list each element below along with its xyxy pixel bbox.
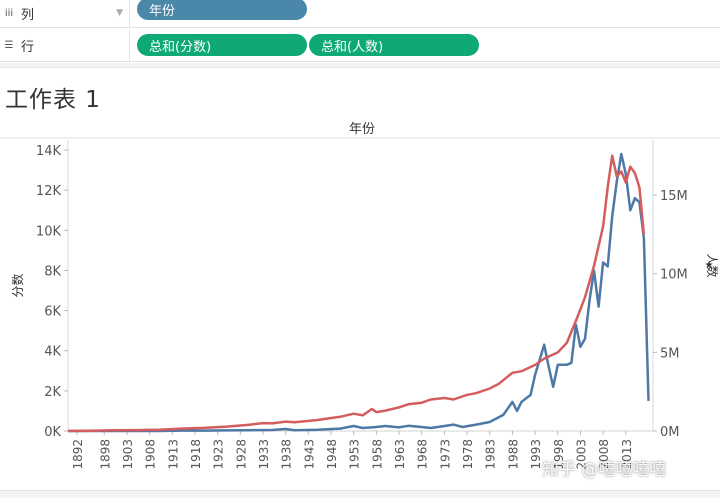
y-left-axis-title: 分数 — [10, 273, 25, 297]
y-left-tick-label: 4K — [44, 345, 61, 360]
y-right-tick-label: 15M — [660, 189, 688, 204]
divider — [0, 63, 720, 68]
x-tick-label: 2008 — [597, 439, 611, 470]
pill-sum-people[interactable]: 总和(人数) — [309, 34, 479, 56]
y-right-axis-title: 人数 — [705, 253, 720, 277]
x-tick-label: 1973 — [438, 439, 452, 470]
y-right-tick-label: 5M — [660, 346, 680, 361]
series-line-people — [67, 154, 646, 433]
chevron-down-icon[interactable]: ▼ — [116, 8, 123, 18]
rows-label-text: 行 — [21, 40, 35, 55]
x-tick-label: 1983 — [484, 439, 498, 470]
y-left-tick-label: 0K — [44, 425, 61, 440]
series-line-score — [68, 152, 650, 433]
watermark: 知乎 @嘻嘻嘻嘻 — [542, 460, 667, 480]
y-left-tick-label: 14K — [36, 144, 62, 159]
x-tick-label: 1998 — [552, 439, 566, 470]
x-tick-label: 1958 — [370, 439, 384, 470]
x-tick-label: 1968 — [416, 439, 430, 470]
y-left-tick-label: 6K — [44, 305, 61, 320]
bottom-bar — [0, 490, 720, 498]
x-tick-label: 2003 — [574, 439, 588, 470]
y-left-tick-label: 8K — [44, 264, 61, 279]
x-tick-label: 1953 — [348, 439, 362, 470]
rows-shelf-label: ☰ 行 — [0, 30, 130, 61]
y-left-tick-label: 2K — [44, 385, 61, 400]
x-tick-label: 1898 — [98, 439, 112, 470]
columns-shelf-label: iii 列 ▼ — [0, 0, 130, 27]
sort-star-icon: ★ — [705, 260, 714, 271]
x-tick-label: 1978 — [461, 439, 475, 470]
x-tick-label: 1948 — [325, 439, 339, 470]
x-axis-title: 年份 — [349, 122, 375, 137]
columns-shelf[interactable]: iii 列 ▼ 年份 — [0, 0, 720, 28]
columns-label-text: 列 — [21, 8, 35, 23]
x-tick-label: 1918 — [189, 439, 203, 470]
columns-icon: iii — [4, 8, 14, 19]
chart-header-band — [0, 118, 720, 138]
x-tick-label: 1933 — [257, 439, 271, 470]
x-tick-label: 1928 — [234, 439, 248, 470]
sheet-title: 工作表 1 — [5, 87, 101, 113]
x-tick-label: 1963 — [393, 439, 407, 470]
pill-sum-score[interactable]: 总和(分数) — [137, 34, 307, 56]
y-right-tick-label: 0M — [660, 425, 680, 440]
x-tick-label: 1938 — [280, 439, 294, 470]
x-tick-label: 1943 — [302, 439, 316, 470]
x-tick-label: 1988 — [506, 439, 520, 470]
x-tick-label: 1908 — [144, 439, 158, 470]
x-tick-label: 1903 — [121, 439, 135, 470]
rows-icon: ☰ — [4, 40, 14, 51]
y-right-tick-label: 10M — [660, 268, 688, 283]
pill-year[interactable]: 年份 — [137, 0, 307, 20]
x-tick-label: 1913 — [166, 439, 180, 470]
x-tick-label: 2013 — [620, 439, 634, 470]
y-left-tick-label: 10K — [36, 224, 62, 239]
x-tick-label: 1892 — [71, 439, 85, 470]
y-left-tick-label: 12K — [36, 184, 62, 199]
line-chart: 年份 0K 2K 4K 6K 8K 10K 12K 14K 0M 5M 10M 15M 分数 人数★ 1892… — [0, 118, 720, 470]
x-tick-label: 1993 — [529, 439, 543, 470]
rows-shelf[interactable]: ☰ 行 总和(分数) 总和(人数) — [0, 30, 720, 62]
x-tick-label: 1923 — [212, 439, 226, 470]
